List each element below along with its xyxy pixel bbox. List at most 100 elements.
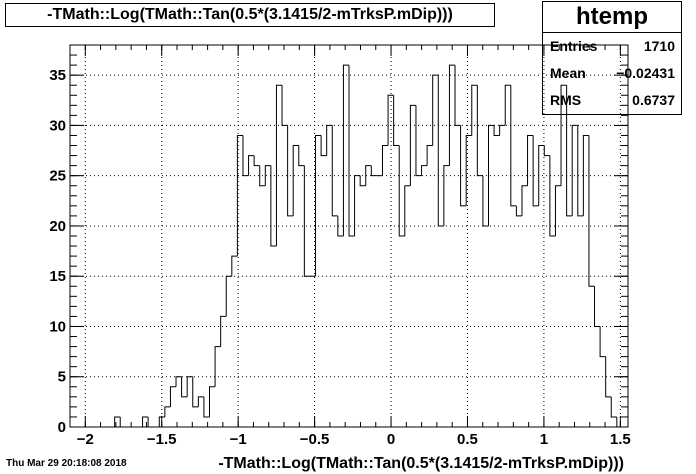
histogram-bar [192,376,199,408]
histogram-bar [264,165,271,186]
histogram-bar [432,74,439,146]
histogram-bar [554,185,562,236]
histogram-bar [488,124,495,226]
histogram-bar [348,65,355,237]
x-tick-label: −1 [230,431,247,448]
histogram-bar [610,396,617,418]
histogram-bar [476,85,483,177]
histogram-bar [560,84,567,186]
x-tick-label: 0.5 [457,431,478,448]
histogram-bar [303,165,310,277]
entries-label: Entries [550,38,598,54]
histogram-bar [465,134,472,206]
histogram-bar [242,135,249,177]
histogram-bar [147,416,154,428]
histogram-bar [231,255,238,277]
histogram-bar [119,416,126,428]
histogram-bar [543,145,550,157]
histogram-bar [320,135,327,157]
histogram-bar [515,205,522,217]
histogram-bar [281,85,288,126]
histogram-bar [471,84,478,136]
histogram-bar [460,125,467,207]
histogram-bar [571,124,578,216]
histogram-bar [359,175,366,187]
y-tick-label: 30 [49,117,66,134]
histogram-bar [387,94,394,146]
mean-label: Mean [550,65,586,81]
x-tick-label: −2 [77,431,94,448]
histogram-bar [409,104,416,186]
histogram-bar [549,155,556,237]
histogram-bar [365,165,372,186]
histogram-bar [381,145,389,176]
histogram-bar [370,165,377,177]
histogram-bar [292,145,299,216]
chart-title: -TMath::Log(TMath::Tan(0.5*(3.1415/2-mTr… [5,3,495,27]
histogram-bar [588,135,595,287]
histogram-bar [594,286,601,327]
histogram-bar [169,386,177,407]
histogram-bar [421,165,428,176]
histogram-bar [225,275,232,317]
histogram-bar [582,134,589,216]
histogram-bar [404,185,411,236]
x-tick-label: 1.5 [610,431,631,448]
axes: −2 −1.5 −1 −0.5 0 0.5 1 1.5 0 5 10 15 20 25 30 35 [49,44,631,448]
stats-row-rms: RMS 0.6737 [543,87,681,114]
histogram-bar [532,135,539,207]
histogram-bar [616,416,623,428]
stats-histogram-name: htemp [543,2,681,33]
histogram-bar [158,416,165,427]
y-tick-label: 25 [49,168,66,185]
histogram-bar [203,396,210,418]
stats-box: htemp Entries 1710 Mean −0.02431 RMS 0.6… [542,1,682,115]
histogram-bar [331,125,338,217]
histogram-bar [527,134,534,186]
histogram-bar [342,64,349,236]
histogram-bar [214,346,221,387]
histogram-bar [566,85,573,217]
histogram-bar [454,65,461,126]
histogram-bar [493,125,500,136]
histogram-bar [521,185,528,216]
histogram-bar [415,105,422,177]
y-tick-label: 35 [49,67,66,84]
x-tick-label: 1 [540,431,548,448]
histogram-bar [538,145,545,206]
histogram-bar [426,145,433,166]
y-tick-label: 20 [49,218,66,235]
histogram-bar [259,165,266,187]
histogram-bar [605,356,612,398]
stats-row-mean: Mean −0.02431 [543,60,681,87]
histogram-bar [114,416,121,427]
histogram-bar [448,64,456,166]
histogram-bar [337,215,344,237]
histogram-bar [142,416,149,427]
histogram-bar [437,75,444,227]
histogram-bar [577,125,584,217]
histogram-bar [186,376,193,397]
histogram-bar [164,406,171,417]
histogram-bar [197,396,204,407]
y-tick-label: 5 [58,369,66,386]
histogram-bar [398,145,405,237]
histogram-bar [510,85,517,207]
mean-value: −0.02431 [616,65,675,81]
histogram-bar [326,124,333,156]
footer-timestamp: Thu Mar 29 20:18:08 2018 [6,458,127,469]
x-tick-label: −1.5 [147,431,177,448]
x-axis-title: -TMath::Log(TMath::Tan(0.5*(3.1415/2-mTr… [218,455,624,472]
histogram-bar [275,84,283,247]
histogram-bar [287,125,294,217]
rms-value: 0.6737 [632,92,675,108]
histogram-bar [499,124,506,136]
histogram-bar [482,175,489,227]
histogram-bar [220,315,227,347]
histogram-bar [315,134,322,277]
histogram-bar [175,376,182,387]
y-tick-label: 0 [58,419,66,436]
x-tick-label: 0 [387,431,395,448]
histogram-bar [209,386,216,417]
